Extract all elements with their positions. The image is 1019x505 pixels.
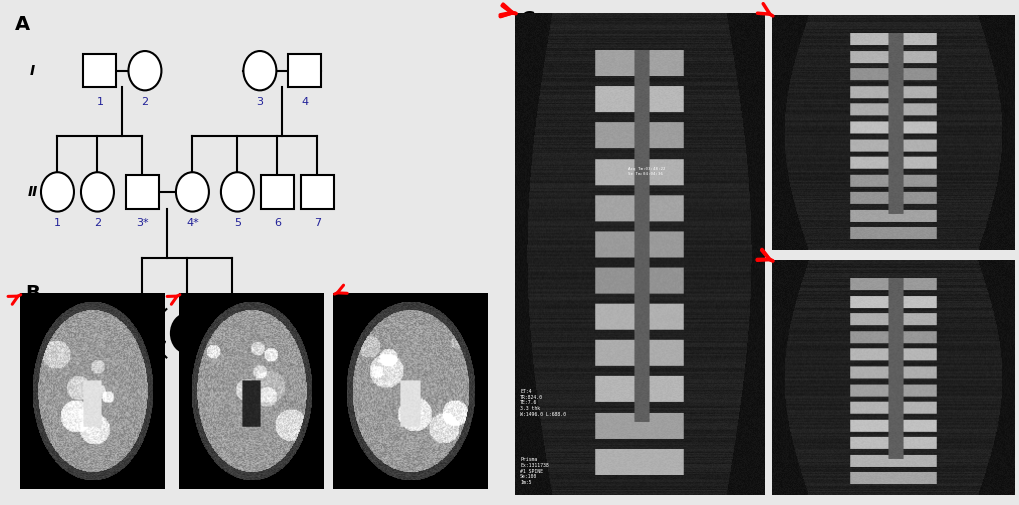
Text: 1: 1 <box>97 96 103 107</box>
Text: 1: 1 <box>139 359 146 369</box>
Bar <box>261 175 293 209</box>
Text: ET:4
TR:824.0
TE:7.6
3.3 thk
W:1496.0 L:688.0: ET:4 TR:824.0 TE:7.6 3.3 thk W:1496.0 L:… <box>520 389 566 417</box>
Ellipse shape <box>171 314 204 353</box>
Text: Acq Tm:03:48:22
Se Tm:04:04:36: Acq Tm:03:48:22 Se Tm:04:04:36 <box>627 167 664 176</box>
Text: 1: 1 <box>54 218 61 228</box>
Text: 2*: 2* <box>181 359 194 369</box>
Text: III: III <box>24 326 40 340</box>
Ellipse shape <box>128 51 161 90</box>
Text: 5: 5 <box>233 218 240 228</box>
Text: C: C <box>521 10 535 29</box>
Text: 2: 2 <box>142 96 149 107</box>
Text: 7: 7 <box>314 218 321 228</box>
Text: B: B <box>24 284 40 304</box>
Bar <box>288 54 321 87</box>
Text: 3*: 3* <box>136 218 149 228</box>
Text: II: II <box>28 185 38 199</box>
Bar <box>125 175 159 209</box>
Ellipse shape <box>81 172 114 212</box>
Text: 2: 2 <box>94 218 101 228</box>
Text: I: I <box>30 64 35 78</box>
Ellipse shape <box>221 172 254 212</box>
Bar <box>216 317 249 350</box>
Text: A: A <box>15 15 31 34</box>
Ellipse shape <box>41 172 74 212</box>
Text: 6: 6 <box>274 218 280 228</box>
Text: 3: 3 <box>256 96 263 107</box>
Text: Prisma
Ex:1311738
#1 SPINE
Se:100
Im:5: Prisma Ex:1311738 #1 SPINE Se:100 Im:5 <box>520 457 548 485</box>
Text: 3: 3 <box>228 359 235 369</box>
Bar <box>125 317 159 350</box>
Bar <box>301 175 333 209</box>
Ellipse shape <box>244 51 276 90</box>
Text: 4*: 4* <box>185 218 199 228</box>
Ellipse shape <box>175 172 209 212</box>
Bar <box>84 54 116 87</box>
Text: 4: 4 <box>301 96 308 107</box>
